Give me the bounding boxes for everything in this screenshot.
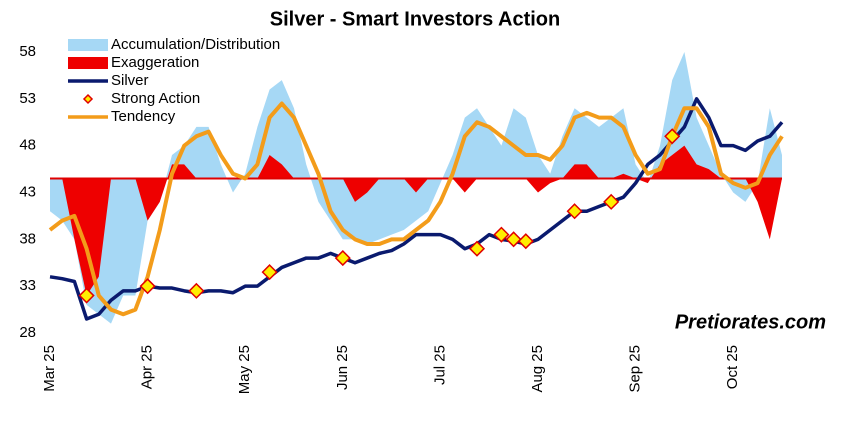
y-tick-label: 43 [19, 183, 36, 200]
x-tick-label: Jun 25 [334, 345, 351, 390]
legend-label: Accumulation/Distribution [111, 36, 280, 53]
marker [139, 278, 156, 295]
line [49, 97, 784, 321]
x-tick-label: Apr 25 [139, 345, 156, 389]
y-tick-label: 48 [19, 137, 36, 154]
legend-swatch [68, 39, 108, 51]
x-tick-label: Aug 25 [529, 345, 546, 393]
marker [603, 193, 620, 210]
legend-label: Silver [111, 72, 149, 89]
x-tick-label: Mar 25 [41, 345, 58, 392]
legend-label: Strong Action [111, 90, 200, 107]
marker [468, 240, 486, 257]
marker [517, 233, 534, 250]
x-tick-label: Sep 25 [627, 345, 644, 393]
x-tick-label: May 25 [236, 345, 253, 394]
y-tick-label: 58 [19, 43, 36, 60]
marker [664, 128, 681, 145]
marker [493, 226, 510, 243]
legend-swatch [82, 93, 94, 105]
legend-label: Tendency [111, 108, 176, 125]
marker [78, 287, 95, 304]
legend-label: Exaggeration [111, 54, 199, 71]
marker [188, 282, 205, 299]
marker [261, 264, 278, 281]
marker [334, 250, 351, 267]
line [48, 101, 784, 317]
marker [505, 231, 522, 248]
y-tick-label: 28 [19, 324, 36, 341]
y-tick-label: 53 [19, 90, 36, 107]
x-tick-label: Oct 25 [724, 345, 741, 389]
x-tick-label: Jul 25 [431, 345, 448, 385]
y-tick-label: 33 [19, 277, 36, 294]
plot: 28 33 38 43 48 53 58 Mar 25 Apr 25 May 25 Jun 25 Ju… [19, 43, 784, 394]
watermark: Pretiorates.com [675, 311, 826, 333]
marker [566, 203, 583, 220]
y-tick-label: 38 [19, 230, 36, 247]
legend-swatch [68, 57, 108, 69]
chart-title: Silver - Smart Investors Action [270, 8, 560, 30]
